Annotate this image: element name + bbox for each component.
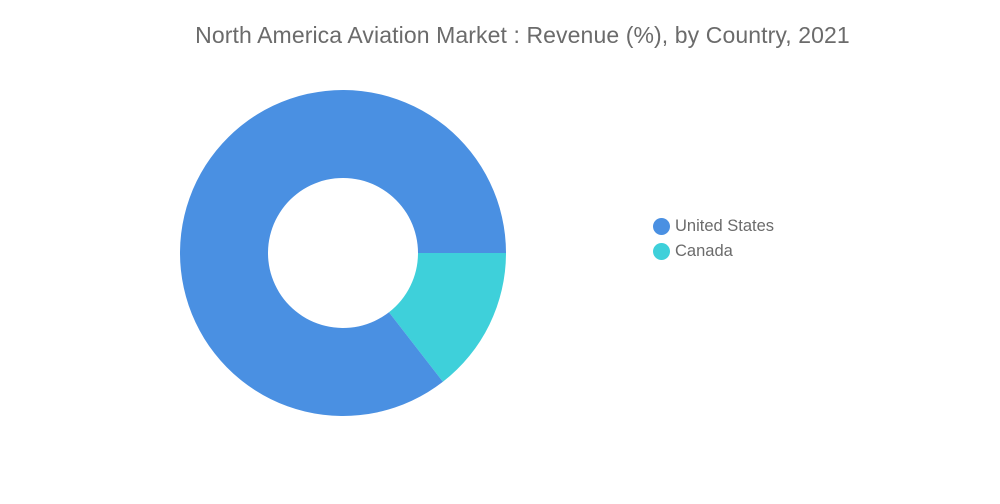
legend-swatch-united-states	[653, 218, 670, 235]
legend-label-united-states: United States	[675, 217, 775, 235]
donut-slice-united-states[interactable]	[179, 89, 507, 416]
legend-swatch-canada	[653, 243, 670, 260]
donut-slice-canada[interactable]	[388, 253, 506, 382]
legend: United States Canada	[653, 214, 774, 264]
chart-title: North America Aviation Market : Revenue …	[195, 22, 850, 48]
legend-item-canada[interactable]: Canada	[653, 239, 774, 264]
legend-label-canada: Canada	[675, 242, 733, 260]
legend-item-united-states[interactable]: United States	[653, 214, 774, 239]
